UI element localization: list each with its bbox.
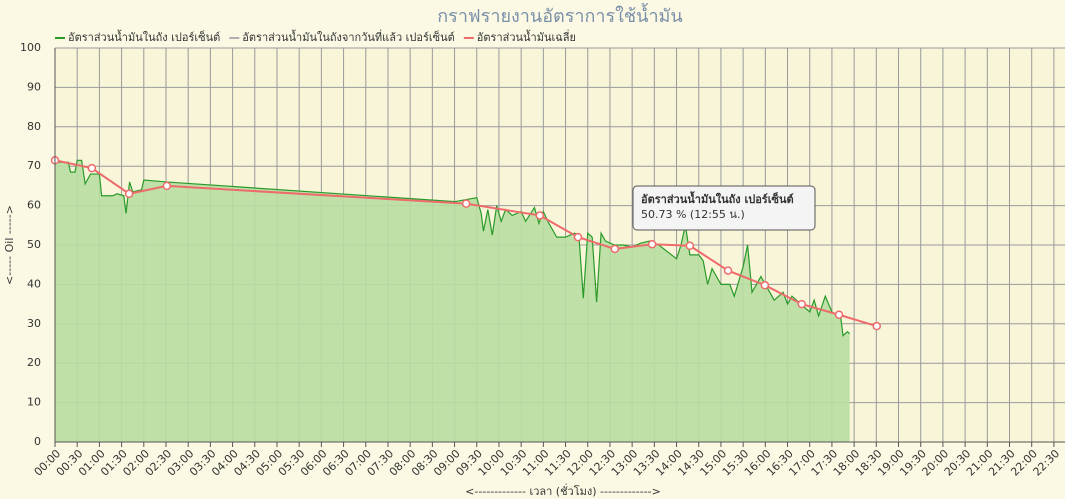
y-tick-label: 100: [20, 41, 41, 54]
marker: [872, 321, 882, 331]
marker: [610, 244, 620, 254]
marker: [461, 199, 471, 208]
y-tick-label: 80: [27, 120, 41, 133]
y-tick-label: 0: [34, 435, 41, 448]
tooltip-text: 50.73 % (12:55 น.): [641, 208, 745, 221]
y-tick-label: 60: [27, 199, 41, 212]
marker: [535, 211, 545, 220]
y-tick-label: 20: [27, 356, 41, 369]
y-tick-label: 40: [27, 277, 41, 290]
marker: [685, 241, 695, 251]
y-tick-label: 30: [27, 317, 41, 330]
marker: [647, 239, 657, 249]
marker: [760, 280, 770, 290]
marker: [573, 232, 583, 242]
x-axis-label: <------------- เวลา (ชั่วโมง) ----------…: [465, 483, 661, 498]
area: [55, 160, 850, 443]
tooltip-title: อัตราส่วนน้ำมันในถัง เปอร์เซ็นต์: [641, 191, 794, 206]
marker: [797, 299, 806, 309]
marker: [834, 310, 844, 319]
tooltip-box: [632, 185, 816, 231]
chart-title: กราฟรายงานอัตราการใช้น้ำมัน: [437, 3, 682, 27]
y-tick-label: 70: [27, 159, 41, 172]
y-axis-label: <----- Oil ----->: [3, 205, 16, 285]
line: [54, 159, 851, 337]
tooltip: อัตราส่วนน้ำมันในถัง เปอร์เซ็นต์ 50.73 %…: [632, 185, 816, 231]
marker: [87, 163, 97, 173]
marker: [723, 266, 733, 275]
y-tick-label: 10: [27, 396, 41, 409]
marker: [162, 181, 172, 191]
marker: [124, 189, 134, 199]
legend-label: อัตราส่วนน้ำมันในถังจากวันที่แล้ว เปอร์เ…: [242, 29, 455, 44]
legend: อัตราส่วนน้ำมันในถัง เปอร์เซ็นต์ อัตราส่ว…: [55, 29, 576, 44]
marks: [50, 156, 882, 443]
legend-label: อัตราส่วนน้ำมันในถัง เปอร์เซ็นต์: [68, 29, 220, 44]
y-tick-label: 90: [27, 80, 41, 93]
y-tick-label: 50: [27, 238, 41, 251]
legend-label: อัตราส่วนน้ำมันเฉลี่ย: [477, 29, 576, 44]
